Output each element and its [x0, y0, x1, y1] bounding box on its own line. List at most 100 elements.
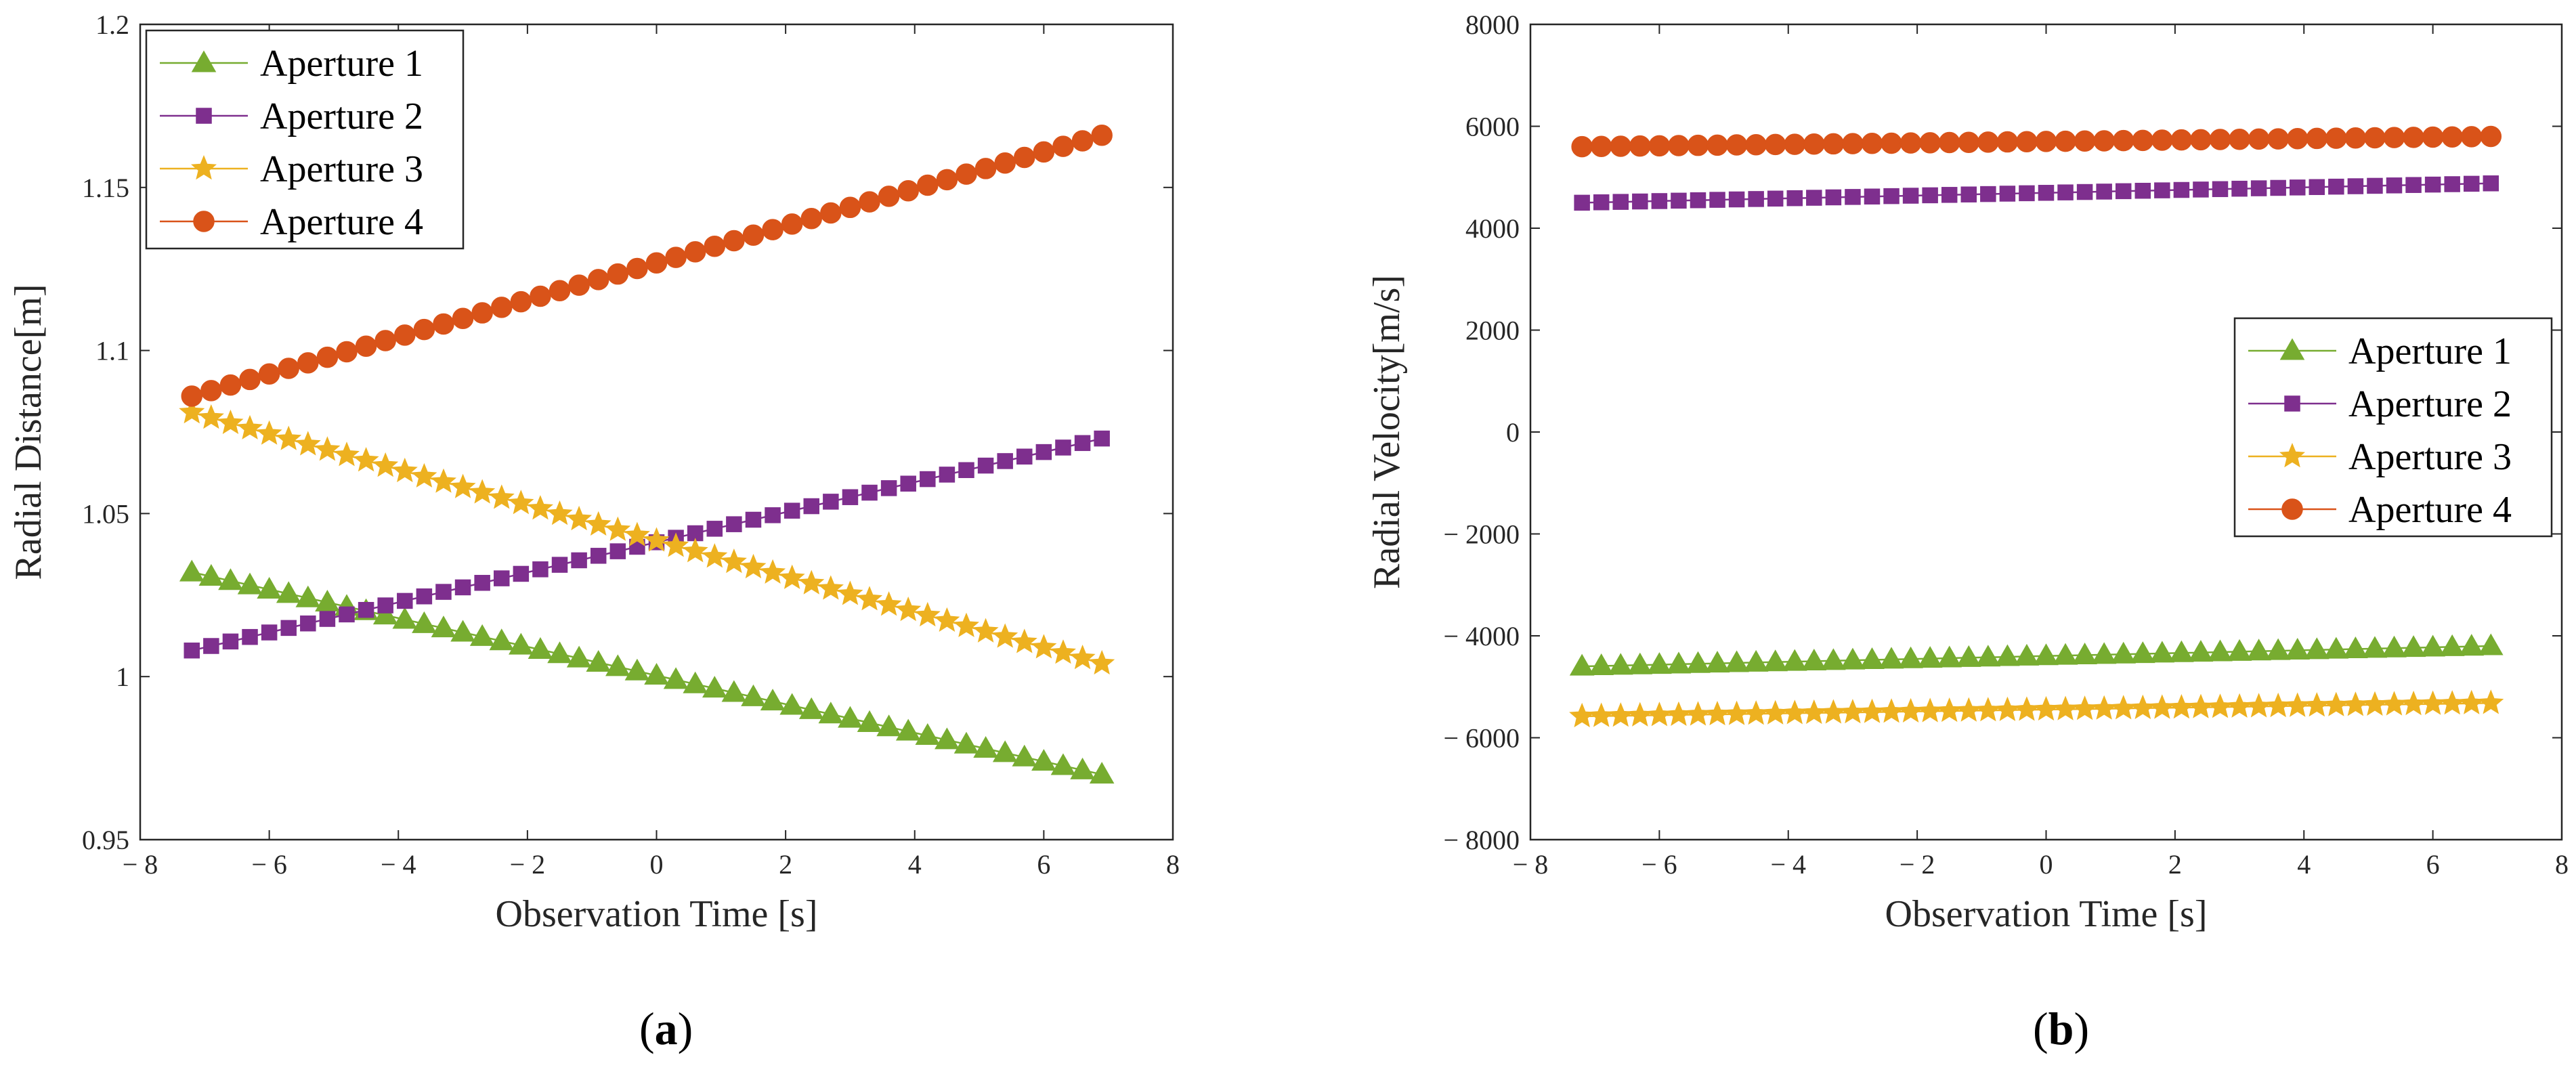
square-point: [1999, 186, 2016, 202]
star-point: [624, 521, 650, 546]
square-point: [880, 480, 897, 496]
circle-point: [2267, 128, 2289, 150]
star-point: [934, 607, 960, 632]
triangle-point: [489, 628, 515, 651]
star-point: [2110, 695, 2137, 720]
triangle-point: [469, 624, 495, 646]
triangle-point: [392, 607, 418, 629]
circle-point: [200, 380, 222, 402]
circle-point: [1687, 134, 1709, 156]
square-point: [261, 624, 278, 641]
star-point: [2304, 692, 2330, 717]
square-point: [977, 457, 994, 474]
chart-a: − 8 − 6 − 4 − 2 0 2 4 6 8 0.95 1 1.05 1.1 1.15 1.2 Obse…: [7, 9, 1180, 1054]
star-point: [992, 623, 1018, 648]
circle-point: [1899, 132, 1922, 154]
triangle-point: [1704, 651, 1730, 673]
star-point: [1031, 634, 1057, 659]
star-point: [295, 431, 321, 456]
y-tick-label: 1.1: [95, 336, 129, 366]
triangle-point: [566, 645, 592, 668]
legend: Aperture 1 Aperture 2 Aperture 3 Aperture 4: [2233, 317, 2553, 538]
triangle-point: [935, 727, 960, 750]
circle-point: [568, 274, 590, 296]
circle-point: [1764, 133, 1786, 156]
star-point: [779, 564, 805, 589]
y-tick-label: 4000: [1465, 213, 1520, 244]
circle-point: [1745, 133, 1767, 156]
legend-entry: Aperture 3: [160, 148, 423, 190]
square-point: [1767, 190, 1784, 207]
square-point: [1728, 191, 1745, 208]
star-point: [372, 452, 399, 477]
circle-point: [2325, 127, 2347, 149]
square-point: [222, 633, 239, 650]
square-point: [1671, 192, 1687, 209]
triangle-point: [257, 576, 282, 599]
series-3: [179, 399, 1115, 675]
triangle-point: [2053, 643, 2078, 665]
square-point: [823, 494, 839, 510]
series-4: [181, 124, 1113, 407]
circle-point: [355, 335, 377, 357]
square-point: [242, 628, 258, 645]
triangle-point: [1031, 749, 1056, 771]
star-point: [798, 569, 825, 595]
triangle-point: [2478, 633, 2504, 655]
square-point: [1845, 189, 1861, 205]
square-point: [2386, 177, 2403, 194]
triangle-point: [953, 731, 979, 754]
star-point: [585, 511, 611, 536]
triangle-point: [1666, 651, 1692, 674]
star-point: [2323, 691, 2349, 716]
circle-point: [974, 158, 997, 179]
triangle-point: [1937, 645, 1962, 668]
star-point: [1089, 649, 1115, 675]
star-point: [488, 484, 515, 509]
y-tick-label: − 6000: [1443, 723, 1520, 754]
triangle-point: [2439, 634, 2465, 656]
star-point: [1879, 698, 1905, 723]
square-point: [2076, 184, 2093, 200]
star-point: [1069, 645, 1096, 670]
x-tick-label: − 4: [1770, 849, 1806, 880]
star-point: [508, 490, 534, 515]
legend-label: Aperture 1: [2348, 330, 2512, 372]
triangle-point: [760, 689, 786, 711]
triangle-point: [2343, 637, 2368, 659]
star-point: [2381, 691, 2407, 716]
circle-point: [1629, 135, 1651, 157]
square-point: [2463, 175, 2480, 192]
triangle-point: [1975, 645, 2001, 667]
square-point: [280, 620, 297, 637]
star-point: [2033, 695, 2059, 721]
triangle-point: [1070, 757, 1095, 779]
triangle-point: [992, 740, 1018, 762]
star-point: [353, 447, 379, 472]
circle-point: [839, 196, 861, 219]
square-point: [571, 552, 587, 569]
star-point: [1956, 697, 1982, 722]
star-point: [702, 543, 728, 568]
triangle-point: [741, 684, 766, 706]
square-point: [997, 453, 1013, 469]
square-point: [377, 597, 393, 613]
panel-label: (a): [639, 1003, 693, 1054]
circle-point: [2286, 128, 2309, 150]
square-point: [1690, 192, 1706, 209]
square-point: [1055, 439, 1071, 456]
square-point: [203, 638, 219, 654]
triangle-point: [1995, 644, 2020, 666]
square-point: [2347, 178, 2364, 194]
circle-point: [936, 169, 958, 191]
x-tick-label: − 2: [510, 849, 546, 880]
circle-point: [2344, 127, 2367, 149]
circle-point: [2209, 129, 2231, 150]
triangle-point: [1724, 650, 1749, 672]
triangle-point: [1569, 653, 1595, 676]
triangle-point: [198, 563, 224, 586]
square-point: [454, 579, 471, 596]
circle-point: [2093, 130, 2115, 152]
x-tick-label: 2: [779, 849, 792, 880]
legend-entry: Aperture 2: [160, 95, 423, 137]
